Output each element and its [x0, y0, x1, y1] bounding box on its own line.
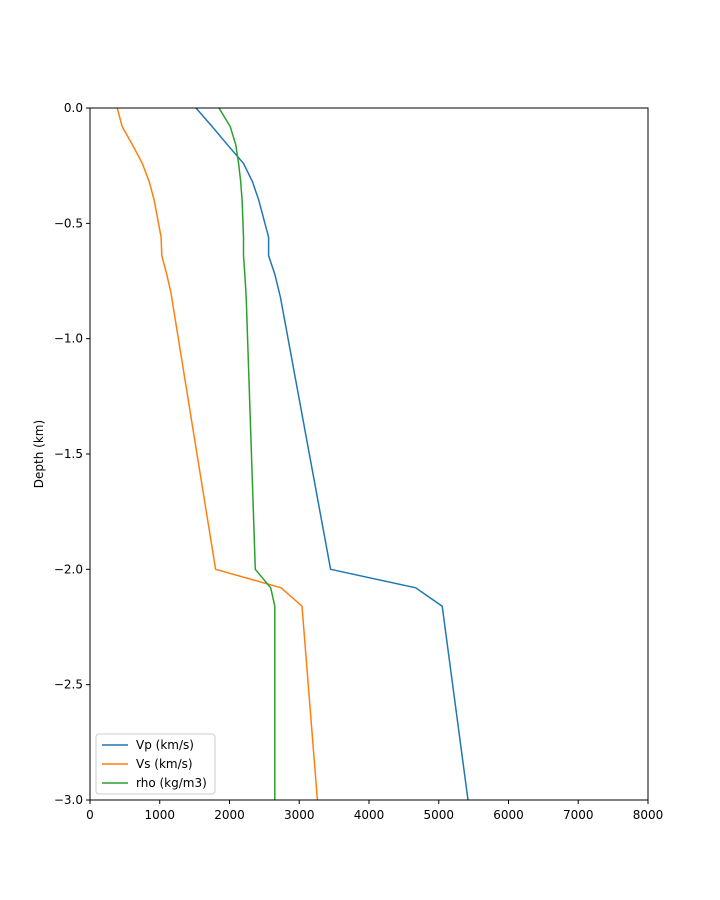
- y-tick-label: −1.0: [54, 332, 83, 346]
- x-tick-label: 0: [86, 808, 94, 822]
- y-tick-label: −0.5: [54, 216, 83, 230]
- x-tick-label: 6000: [493, 808, 524, 822]
- series-line-1: [116, 107, 319, 801]
- y-tick-label: −3.0: [54, 793, 83, 807]
- y-tick-label: −1.5: [54, 447, 83, 461]
- legend-label-0: Vp (km/s): [136, 738, 194, 752]
- legend-label-2: rho (kg/m3): [136, 776, 207, 790]
- x-tick-label: 4000: [354, 808, 385, 822]
- legend: Vp (km/s) Vs (km/s) rho (kg/m3): [95, 733, 216, 795]
- series-line-0: [195, 107, 469, 801]
- x-tick-label: 8000: [633, 808, 664, 822]
- x-tick-label: 3000: [284, 808, 315, 822]
- y-tick-label: −2.0: [54, 562, 83, 576]
- y-tick-label: −2.5: [54, 678, 83, 692]
- series-layer: [116, 107, 469, 801]
- legend-box: [95, 733, 216, 795]
- x-axis: 0 1000 2000 3000 4000 5000 6000 7000 8000: [86, 800, 663, 822]
- plot-area: [90, 108, 648, 800]
- legend-label-1: Vs (km/s): [136, 757, 193, 771]
- x-tick-label: 1000: [144, 808, 175, 822]
- x-tick-label: 7000: [563, 808, 594, 822]
- series-line-2: [218, 107, 276, 800]
- x-tick-label: 5000: [423, 808, 454, 822]
- y-axis: 0.0 −0.5 −1.0 −1.5 −2.0 −2.5 −3.0: [54, 101, 90, 807]
- y-axis-label: Depth (km): [32, 420, 46, 488]
- y-tick-label: 0.0: [64, 101, 83, 115]
- x-tick-label: 2000: [214, 808, 245, 822]
